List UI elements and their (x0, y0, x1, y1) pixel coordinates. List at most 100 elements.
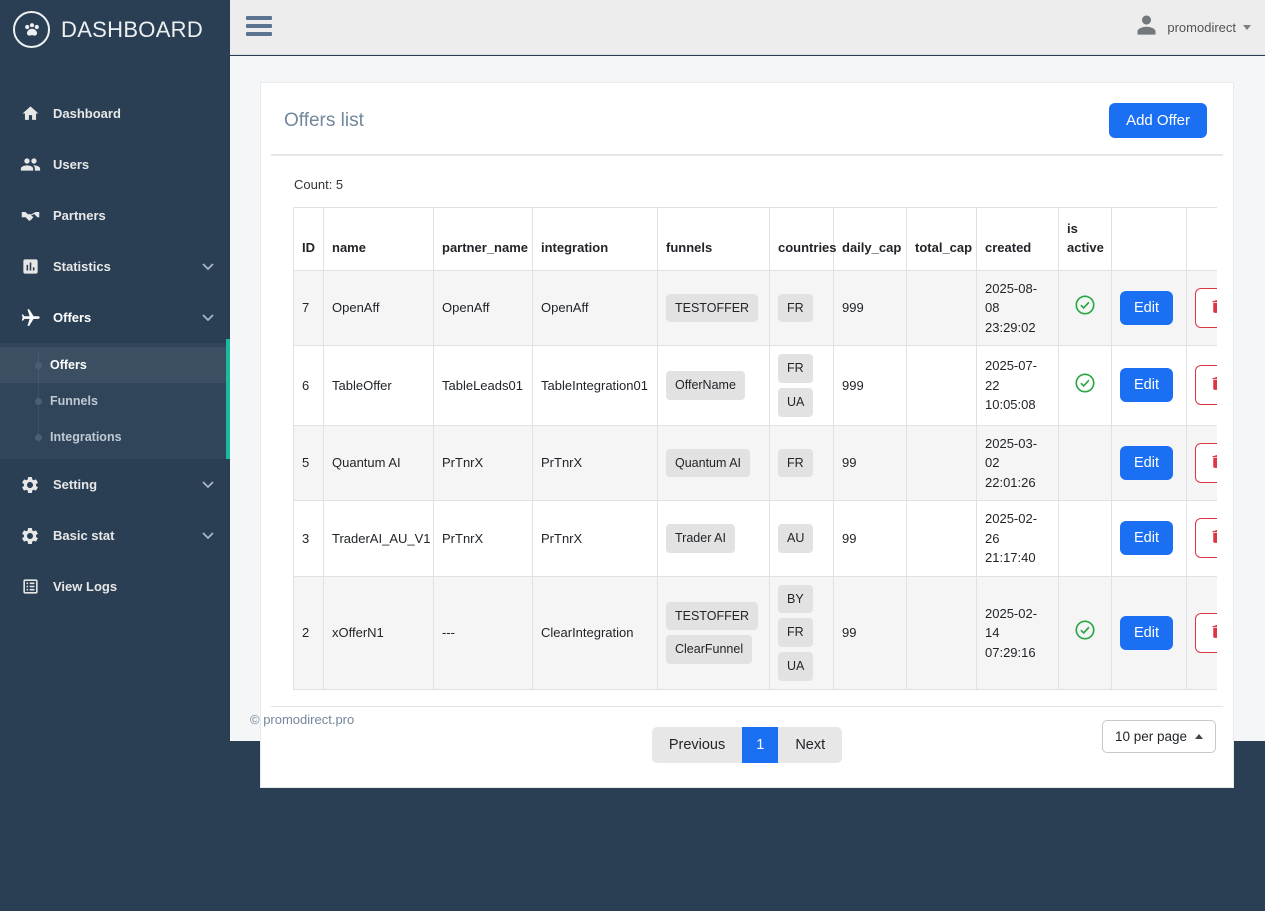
cell-funnels: TESTOFFER ClearFunnel (657, 575, 770, 690)
delete-button[interactable] (1195, 365, 1217, 406)
country-badge: BY (778, 584, 813, 614)
trash-icon (1209, 453, 1217, 473)
cell-delete (1186, 345, 1217, 426)
handshake-icon (18, 205, 42, 226)
list-icon (18, 577, 42, 596)
cell-countries: FR (769, 269, 834, 347)
country-badge: FR (778, 354, 813, 383)
divider (271, 154, 1223, 156)
app-logo[interactable]: DASHBOARD (0, 0, 230, 59)
country-badge: FR (778, 293, 813, 323)
cell-funnels: Trader AI (657, 500, 770, 577)
col-header-countries: countries (769, 207, 837, 271)
country-badge: FR (778, 448, 813, 478)
plane-icon (18, 307, 42, 328)
edit-button[interactable]: Edit (1120, 521, 1173, 556)
edit-button[interactable]: Edit (1120, 290, 1173, 325)
cell-created: 2025-07-22 10:05:08 (976, 345, 1059, 426)
cell-countries: FR (769, 424, 834, 502)
check-circle-icon (1074, 295, 1096, 319)
cell-id: 3 (293, 500, 324, 577)
check-circle-icon (1074, 620, 1096, 644)
pagination-previous-button[interactable]: Previous (651, 726, 743, 763)
chevron-down-icon (202, 313, 214, 322)
col-header-daily-cap: daily_cap (833, 207, 907, 271)
table-row: 5 Quantum AI PrTnrX PrTnrX Quantum AI FR 99 202… (293, 424, 1217, 502)
cell-partner-name: OpenAff (433, 269, 533, 347)
users-icon (18, 154, 42, 175)
offers-submenu: Offers Funnels Integrations (0, 339, 230, 459)
edit-button[interactable]: Edit (1120, 368, 1173, 403)
cell-integration: PrTnrX (532, 424, 658, 502)
trash-icon (1209, 375, 1217, 395)
cell-daily-cap: 99 (833, 424, 907, 502)
cell-integration: OpenAff (532, 269, 658, 347)
bullet-dot-icon (35, 397, 42, 405)
table-container: ID name partner_name integration funnels… (293, 207, 1217, 690)
trash-icon (1209, 528, 1217, 548)
delete-button[interactable] (1195, 442, 1217, 483)
sidebar-item-statistics[interactable]: Statistics (0, 241, 230, 292)
sidebar-subitem-offers[interactable]: Offers (0, 347, 230, 383)
sidebar-item-setting[interactable]: Setting (0, 459, 230, 510)
cell-name: TableOffer (323, 345, 434, 426)
main-content: Offers list Add Offer Count: 5 ID name p… (230, 56, 1265, 788)
cell-edit: Edit (1111, 269, 1187, 347)
hamburger-icon[interactable] (246, 16, 272, 40)
table-row: 2 xOfferN1 --- ClearIntegration TESTOFFER Cle… (293, 575, 1217, 690)
trash-icon (1209, 298, 1217, 318)
offers-table: ID name partner_name integration funnels… (293, 207, 1217, 690)
sidebar-subitem-integrations[interactable]: Integrations (0, 419, 230, 455)
user-menu[interactable]: promodirect (1133, 0, 1251, 54)
cell-total-cap (906, 500, 977, 577)
col-header-created: created (976, 207, 1059, 271)
gear-icon (18, 526, 42, 546)
sidebar-item-offers[interactable]: Offers (0, 292, 230, 343)
gear-icon (18, 475, 42, 495)
trash-icon (1209, 623, 1217, 643)
sidebar-subitem-funnels[interactable]: Funnels (0, 383, 230, 419)
cell-daily-cap: 99 (833, 500, 907, 577)
cell-name: Quantum AI (323, 424, 434, 502)
offers-card: Offers list Add Offer Count: 5 ID name p… (260, 82, 1234, 788)
cell-delete (1186, 424, 1217, 502)
user-name: promodirect (1167, 19, 1236, 35)
table-row: 3 TraderAI_AU_V1 PrTnrX PrTnrX Trader AI AU 99… (293, 500, 1217, 577)
cell-created: 2025-02-26 21:17:40 (976, 500, 1059, 577)
add-offer-button[interactable]: Add Offer (1109, 103, 1207, 138)
cell-total-cap (906, 575, 977, 690)
cell-id: 5 (293, 424, 324, 502)
app-title: DASHBOARD (61, 16, 204, 42)
top-navbar: promodirect (230, 0, 1265, 55)
pagination-page-1-button[interactable]: 1 (742, 726, 779, 763)
col-header-funnels: funnels (657, 207, 770, 271)
per-page-dropdown[interactable]: 10 per page (1101, 719, 1216, 753)
cell-daily-cap: 999 (833, 345, 907, 426)
country-badge: UA (778, 387, 814, 417)
cell-partner-name: --- (433, 575, 533, 690)
sidebar-item-view-logs[interactable]: View Logs (0, 561, 230, 612)
cell-integration: PrTnrX (532, 500, 658, 577)
col-header-edit (1111, 207, 1187, 271)
col-header-name: name (323, 207, 434, 271)
sidebar-item-partners[interactable]: Partners (0, 190, 230, 241)
col-header-delete (1186, 207, 1217, 271)
paw-icon (13, 11, 50, 48)
cell-delete (1186, 575, 1217, 690)
col-header-integration: integration (532, 207, 658, 271)
pagination-next-button[interactable]: Next (778, 726, 843, 763)
cell-id: 2 (293, 575, 324, 690)
caret-up-icon (1195, 733, 1203, 739)
edit-button[interactable]: Edit (1120, 615, 1173, 650)
delete-button[interactable] (1195, 612, 1217, 653)
delete-button[interactable] (1195, 518, 1217, 559)
cell-edit: Edit (1111, 575, 1187, 690)
sidebar-item-users[interactable]: Users (0, 139, 230, 190)
cell-countries: BY FR UA (769, 575, 834, 690)
cell-created: 2025-02-14 07:29:16 (976, 575, 1059, 690)
cell-integration: TableIntegration01 (532, 345, 658, 426)
delete-button[interactable] (1195, 287, 1217, 328)
edit-button[interactable]: Edit (1120, 445, 1173, 480)
sidebar-item-basic-stat[interactable]: Basic stat (0, 510, 230, 561)
sidebar-item-dashboard[interactable]: Dashboard (0, 88, 230, 139)
